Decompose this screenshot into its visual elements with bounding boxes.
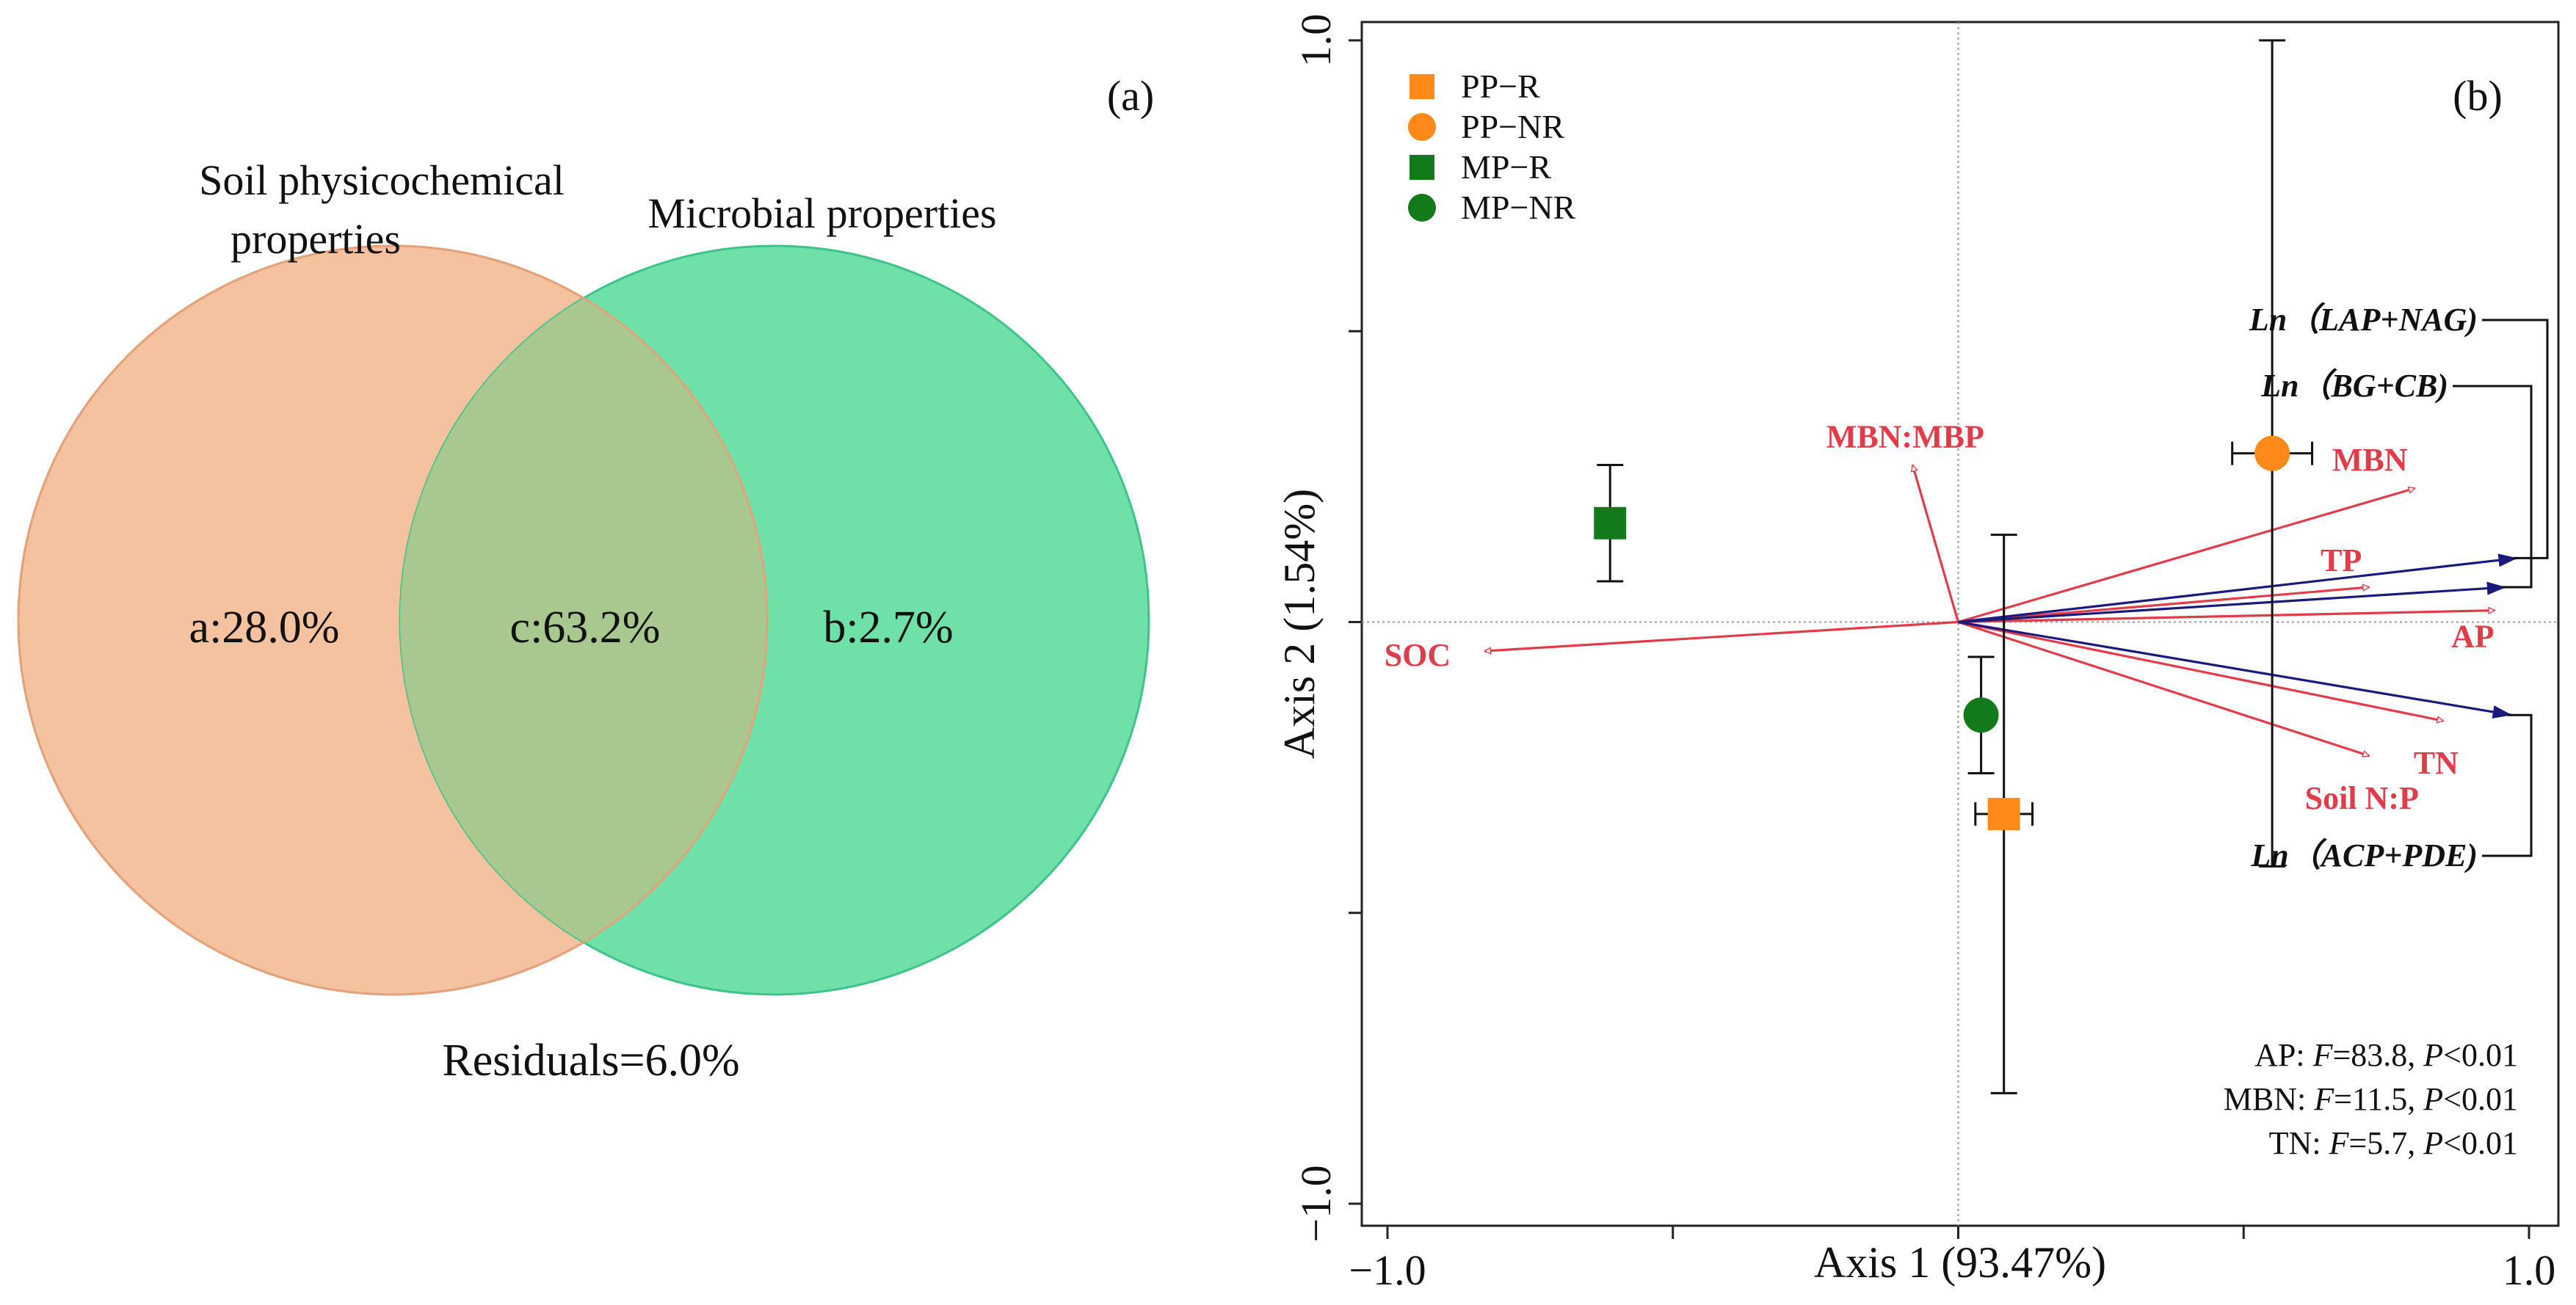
x-axis-label: Axis 1 (93.47%) — [1814, 1238, 2106, 1287]
venn-panel: (a) Soil physicochemical properties Micr… — [17, 72, 1154, 1086]
vector-ln-lap-nag — [1958, 556, 2518, 624]
venn-residuals: Residuals=6.0% — [442, 1036, 739, 1086]
vector-ln-acp-pde — [1958, 620, 2512, 716]
vector-tn — [1958, 620, 2444, 721]
x-tick-label-min: −1.0 — [1349, 1246, 1426, 1294]
legend-mark-mp-r — [1409, 155, 1434, 180]
stat-tn: TN: F=5.7, P<0.01 — [2269, 1125, 2518, 1161]
vector-tp — [1958, 587, 2370, 624]
y-axis-label: Axis 2 (1.54%) — [1275, 489, 1324, 759]
stats-box: AP: F=83.8, P<0.01 MBN: F=11.5, P<0.01 T… — [2224, 1037, 2518, 1161]
point-pp-nr — [2231, 39, 2314, 868]
vector-label-soil-n-p: Soil N:P — [2305, 780, 2419, 816]
legend-mark-pp-nr — [1408, 113, 1436, 141]
vector-label-soc: SOC — [1385, 637, 1451, 673]
point-pp-r — [1974, 534, 2034, 1094]
vector-mbn — [1958, 488, 2415, 624]
rda-panel: (b) −1.0 1.0 1.0 −1.0 Axis 1 (93.47%) Ax… — [1275, 14, 2560, 1294]
venn-set2-name: Microbial properties — [647, 189, 996, 237]
bracket-ln-acp-pde — [2482, 713, 2533, 857]
sample-points — [1594, 39, 2314, 1094]
venn-label-c: c:63.2% — [510, 603, 661, 652]
vector-ln-bg-cb — [1958, 586, 2507, 624]
vector-head-ln-bg-cb — [2486, 581, 2506, 595]
legend-label-mp-nr: MP−NR — [1461, 189, 1576, 226]
stat-ap: AP: F=83.8, P<0.01 — [2254, 1037, 2518, 1073]
x-tick-label-max: 1.0 — [2503, 1246, 2556, 1294]
vector-soc — [1484, 620, 1959, 652]
marker-pp-r — [1987, 798, 2020, 831]
bracket-ln-bg-cb — [2453, 385, 2533, 589]
point-mp-nr — [1963, 655, 1999, 775]
vector-label-tn: TN — [2414, 745, 2459, 781]
x-ticks — [1386, 1226, 2530, 1239]
vector-head-ln-acp-pde — [2492, 705, 2512, 719]
y-tick-label-max: 1.0 — [1292, 14, 1340, 68]
legend-mark-pp-r — [1409, 74, 1434, 99]
marker-mp-r — [1594, 506, 1627, 539]
vector-soil-n-p — [1958, 620, 2370, 756]
vector-head-ln-lap-nag — [2497, 553, 2518, 567]
marker-pp-nr — [2254, 435, 2290, 471]
marker-mp-nr — [1963, 697, 1999, 733]
vectors — [1484, 465, 2518, 756]
stat-mbn: MBN: F=11.5, P<0.01 — [2224, 1081, 2518, 1117]
vector-label-ap: AP — [2451, 619, 2495, 655]
panel-a-tag: (a) — [1107, 72, 1154, 120]
vector-label-tp: TP — [2321, 542, 2362, 578]
vector-label-ln-bg-cb: Ln（BG+CB) — [2260, 368, 2448, 404]
panel-b-tag: (b) — [2453, 72, 2503, 120]
point-mp-r — [1594, 464, 1627, 583]
enzyme-brackets — [2453, 319, 2549, 857]
legend: PP−R PP−NR MP−R MP−NR — [1408, 68, 1576, 226]
vector-ap — [1958, 611, 2495, 624]
vector-label-ln-acp-pde: Ln（ACP+PDE) — [2250, 837, 2478, 873]
legend-label-pp-nr: PP−NR — [1461, 108, 1564, 145]
venn-label-a: a:28.0% — [189, 603, 340, 652]
vector-label-mbn: MBN — [2332, 442, 2408, 478]
vector-mbn-mbp — [1912, 465, 1960, 622]
vector-label-mbn-mbp: MBN:MBP — [1826, 419, 1984, 455]
venn-set1-name-line1: Soil physicochemical — [199, 156, 565, 204]
legend-label-pp-r: PP−R — [1461, 68, 1540, 105]
venn-set1-name-line2: properties — [231, 215, 401, 263]
vector-label-ln-lap-nag: Ln（LAP+NAG) — [2249, 302, 2478, 338]
legend-label-mp-r: MP−R — [1461, 148, 1551, 186]
y-tick-label-min: −1.0 — [1292, 1165, 1340, 1242]
bracket-ln-lap-nag — [2482, 319, 2549, 559]
venn-label-b: b:2.7% — [823, 603, 953, 652]
y-ticks — [1349, 39, 1362, 1205]
legend-mark-mp-nr — [1408, 194, 1436, 222]
venn-overlap — [400, 246, 767, 995]
